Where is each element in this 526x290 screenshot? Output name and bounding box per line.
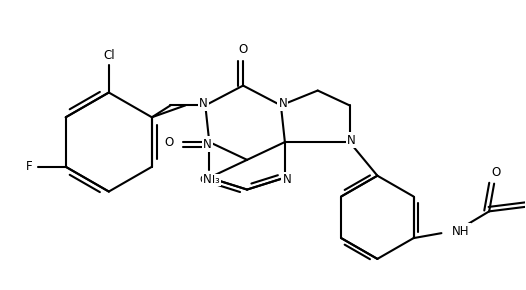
Text: O: O [238,44,248,57]
Text: O: O [491,166,501,179]
Text: F: F [26,160,32,173]
Text: N: N [279,97,287,110]
Text: CH₃: CH₃ [199,175,220,185]
Text: N: N [282,173,291,186]
Text: N: N [203,137,211,151]
Text: Cl: Cl [103,49,115,62]
Text: N: N [203,173,211,186]
Text: N: N [347,134,356,146]
Text: O: O [165,135,174,148]
Text: N: N [199,97,208,110]
Text: NH: NH [452,225,470,238]
